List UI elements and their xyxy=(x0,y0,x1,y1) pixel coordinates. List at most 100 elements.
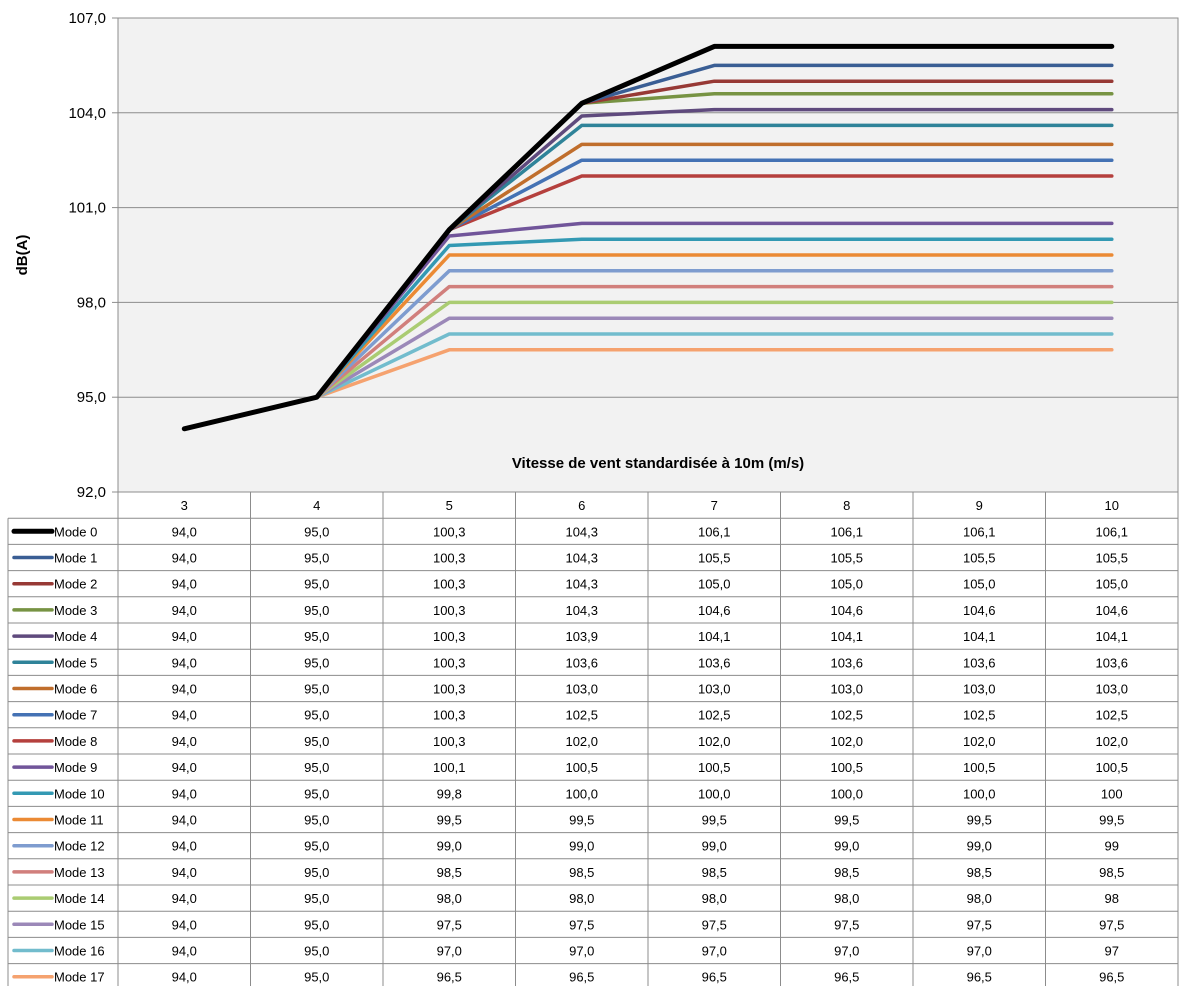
data-label: 100,5 xyxy=(963,760,996,775)
data-label: 100,3 xyxy=(433,708,466,723)
data-label: 100,0 xyxy=(698,786,731,801)
data-label: 98,0 xyxy=(569,891,594,906)
legend-label: Mode 14 xyxy=(54,891,105,906)
data-label: 103,6 xyxy=(698,655,731,670)
legend-label: Mode 16 xyxy=(54,944,105,959)
data-label: 97,0 xyxy=(569,944,594,959)
data-label: 102,5 xyxy=(1095,708,1128,723)
legend-label: Mode 7 xyxy=(54,708,97,723)
data-label: 100,3 xyxy=(433,551,466,566)
legend-label: Mode 10 xyxy=(54,786,105,801)
data-label: 105,5 xyxy=(963,551,996,566)
data-label: 95,0 xyxy=(304,524,329,539)
x-tick-label: 4 xyxy=(313,498,320,513)
data-label: 103,6 xyxy=(565,655,598,670)
legend-label: Mode 6 xyxy=(54,682,97,697)
data-label: 94,0 xyxy=(172,917,197,932)
data-label: 100,1 xyxy=(433,760,466,775)
data-label: 106,1 xyxy=(698,524,731,539)
data-label: 102,0 xyxy=(1095,734,1128,749)
data-label: 95,0 xyxy=(304,655,329,670)
data-label: 102,0 xyxy=(565,734,598,749)
data-label: 103,0 xyxy=(830,682,863,697)
data-label: 94,0 xyxy=(172,839,197,854)
data-label: 95,0 xyxy=(304,891,329,906)
x-tick-label: 10 xyxy=(1105,498,1119,513)
data-label: 98,5 xyxy=(702,865,727,880)
data-label: 95,0 xyxy=(304,603,329,618)
data-label: 100,3 xyxy=(433,603,466,618)
data-label: 105,5 xyxy=(698,551,731,566)
data-label: 100,3 xyxy=(433,734,466,749)
y-axis-label: dB(A) xyxy=(14,235,31,276)
data-label: 104,3 xyxy=(565,577,598,592)
legend-label: Mode 9 xyxy=(54,760,97,775)
data-label: 97,5 xyxy=(834,917,859,932)
data-label: 99,0 xyxy=(437,839,462,854)
data-label: 94,0 xyxy=(172,655,197,670)
data-label: 94,0 xyxy=(172,760,197,775)
y-tick-label: 107,0 xyxy=(68,10,106,27)
data-label: 102,5 xyxy=(830,708,863,723)
data-label: 98 xyxy=(1105,891,1119,906)
data-label: 104,3 xyxy=(565,603,598,618)
series-line xyxy=(182,348,1114,431)
data-label: 102,5 xyxy=(565,708,598,723)
data-label: 97,0 xyxy=(834,944,859,959)
data-label: 104,1 xyxy=(698,629,731,644)
data-label: 99,5 xyxy=(437,813,462,828)
x-axis-label: Vitesse de vent standardisée à 10m (m/s) xyxy=(512,455,804,472)
x-tick-label: 3 xyxy=(181,498,188,513)
x-tick-label: 9 xyxy=(976,498,983,513)
data-label: 98,0 xyxy=(834,891,859,906)
data-label: 99 xyxy=(1105,839,1119,854)
data-label: 97,5 xyxy=(702,917,727,932)
data-label: 95,0 xyxy=(304,551,329,566)
data-label: 94,0 xyxy=(172,577,197,592)
data-label: 95,0 xyxy=(304,917,329,932)
data-label: 102,0 xyxy=(830,734,863,749)
data-label: 106,1 xyxy=(1095,524,1128,539)
data-label: 103,0 xyxy=(1095,682,1128,697)
data-label: 100 xyxy=(1101,786,1123,801)
series-line xyxy=(182,300,1114,431)
data-label: 105,0 xyxy=(698,577,731,592)
data-label: 103,0 xyxy=(698,682,731,697)
y-tick-label: 95,0 xyxy=(77,389,106,406)
legend-label: Mode 1 xyxy=(54,551,97,566)
data-label: 100,3 xyxy=(433,655,466,670)
data-label: 104,3 xyxy=(565,551,598,566)
series-line xyxy=(182,332,1114,431)
legend-label: Mode 11 xyxy=(54,813,104,828)
series-line xyxy=(182,269,1114,431)
data-label: 97,0 xyxy=(702,944,727,959)
data-label: 95,0 xyxy=(304,577,329,592)
data-label: 99,8 xyxy=(437,786,462,801)
data-label: 98,5 xyxy=(834,865,859,880)
legend-label: Mode 17 xyxy=(54,970,105,985)
data-label: 99,5 xyxy=(967,813,992,828)
data-label: 105,0 xyxy=(830,577,863,592)
legend-label: Mode 5 xyxy=(54,655,97,670)
data-label: 105,0 xyxy=(963,577,996,592)
data-label: 99,0 xyxy=(834,839,859,854)
data-label: 100,5 xyxy=(1095,760,1128,775)
data-label: 99,5 xyxy=(702,813,727,828)
data-label: 98,5 xyxy=(569,865,594,880)
data-label: 104,3 xyxy=(565,524,598,539)
data-label: 104,1 xyxy=(963,629,996,644)
series-line xyxy=(182,284,1114,431)
data-label: 96,5 xyxy=(1099,970,1124,985)
data-label: 104,1 xyxy=(1095,629,1128,644)
data-label: 95,0 xyxy=(304,944,329,959)
data-label: 103,0 xyxy=(963,682,996,697)
data-label: 95,0 xyxy=(304,734,329,749)
data-label: 99,5 xyxy=(834,813,859,828)
data-label: 94,0 xyxy=(172,682,197,697)
data-label: 99,0 xyxy=(702,839,727,854)
data-label: 106,1 xyxy=(963,524,996,539)
data-label: 94,0 xyxy=(172,629,197,644)
data-label: 106,1 xyxy=(830,524,863,539)
legend-label: Mode 0 xyxy=(54,524,97,539)
